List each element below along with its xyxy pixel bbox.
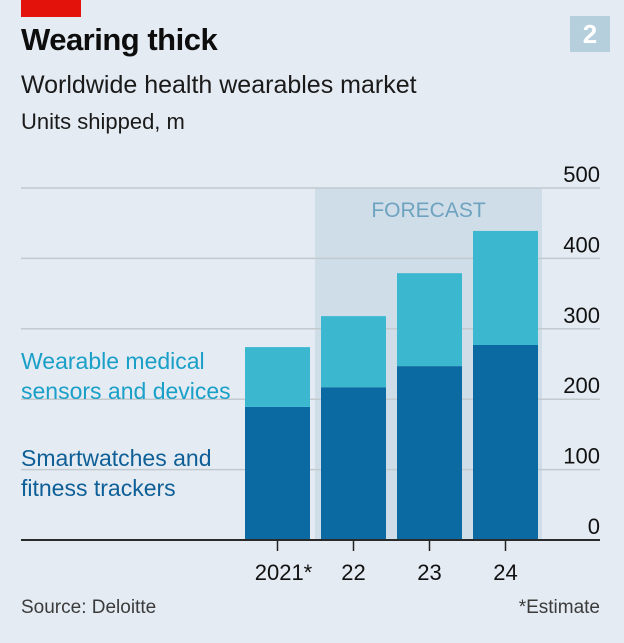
legend-medical-line-2: sensors and devices [21, 378, 231, 404]
bar-smartwatches [321, 387, 386, 540]
brand-red-tag [21, 0, 81, 17]
y-tick-label: 400 [563, 232, 600, 257]
y-tick-label: 300 [563, 303, 600, 328]
bar-medical [473, 230, 538, 345]
chart-title: Wearing thick [21, 22, 218, 57]
bar-smartwatches [473, 344, 538, 540]
chart-units: Units shipped, m [21, 109, 185, 134]
bar-smartwatches [397, 366, 462, 540]
estimate-note: *Estimate [518, 597, 600, 618]
source-note: Source: Deloitte [21, 597, 157, 618]
x-tick-label: 22 [341, 560, 365, 585]
legend-smartwatches-line-2: fitness trackers [21, 475, 176, 501]
y-tick-label: 0 [588, 514, 600, 539]
bar-medical [245, 347, 310, 407]
chart-number-badge: 2 [570, 16, 610, 52]
x-tick-label: 24 [493, 560, 517, 585]
x-tick-label: 2021* [255, 560, 313, 585]
legend-medical: Wearable medical sensors and devices [21, 346, 231, 406]
bar-medical [397, 273, 462, 367]
bar-medical [321, 316, 386, 388]
bar-smartwatches [245, 406, 310, 540]
legend-medical-line-1: Wearable medical [21, 348, 205, 374]
legend-smartwatches: Smartwatches and fitness trackers [21, 443, 211, 503]
y-tick-label: 100 [563, 444, 600, 469]
y-tick-label: 500 [563, 162, 600, 187]
legend-smartwatches-line-1: Smartwatches and [21, 445, 212, 471]
forecast-label: FORECAST [371, 199, 486, 222]
chart-subtitle: Worldwide health wearables market [21, 71, 417, 99]
x-tick-label: 23 [417, 560, 441, 585]
y-tick-label: 200 [563, 373, 600, 398]
